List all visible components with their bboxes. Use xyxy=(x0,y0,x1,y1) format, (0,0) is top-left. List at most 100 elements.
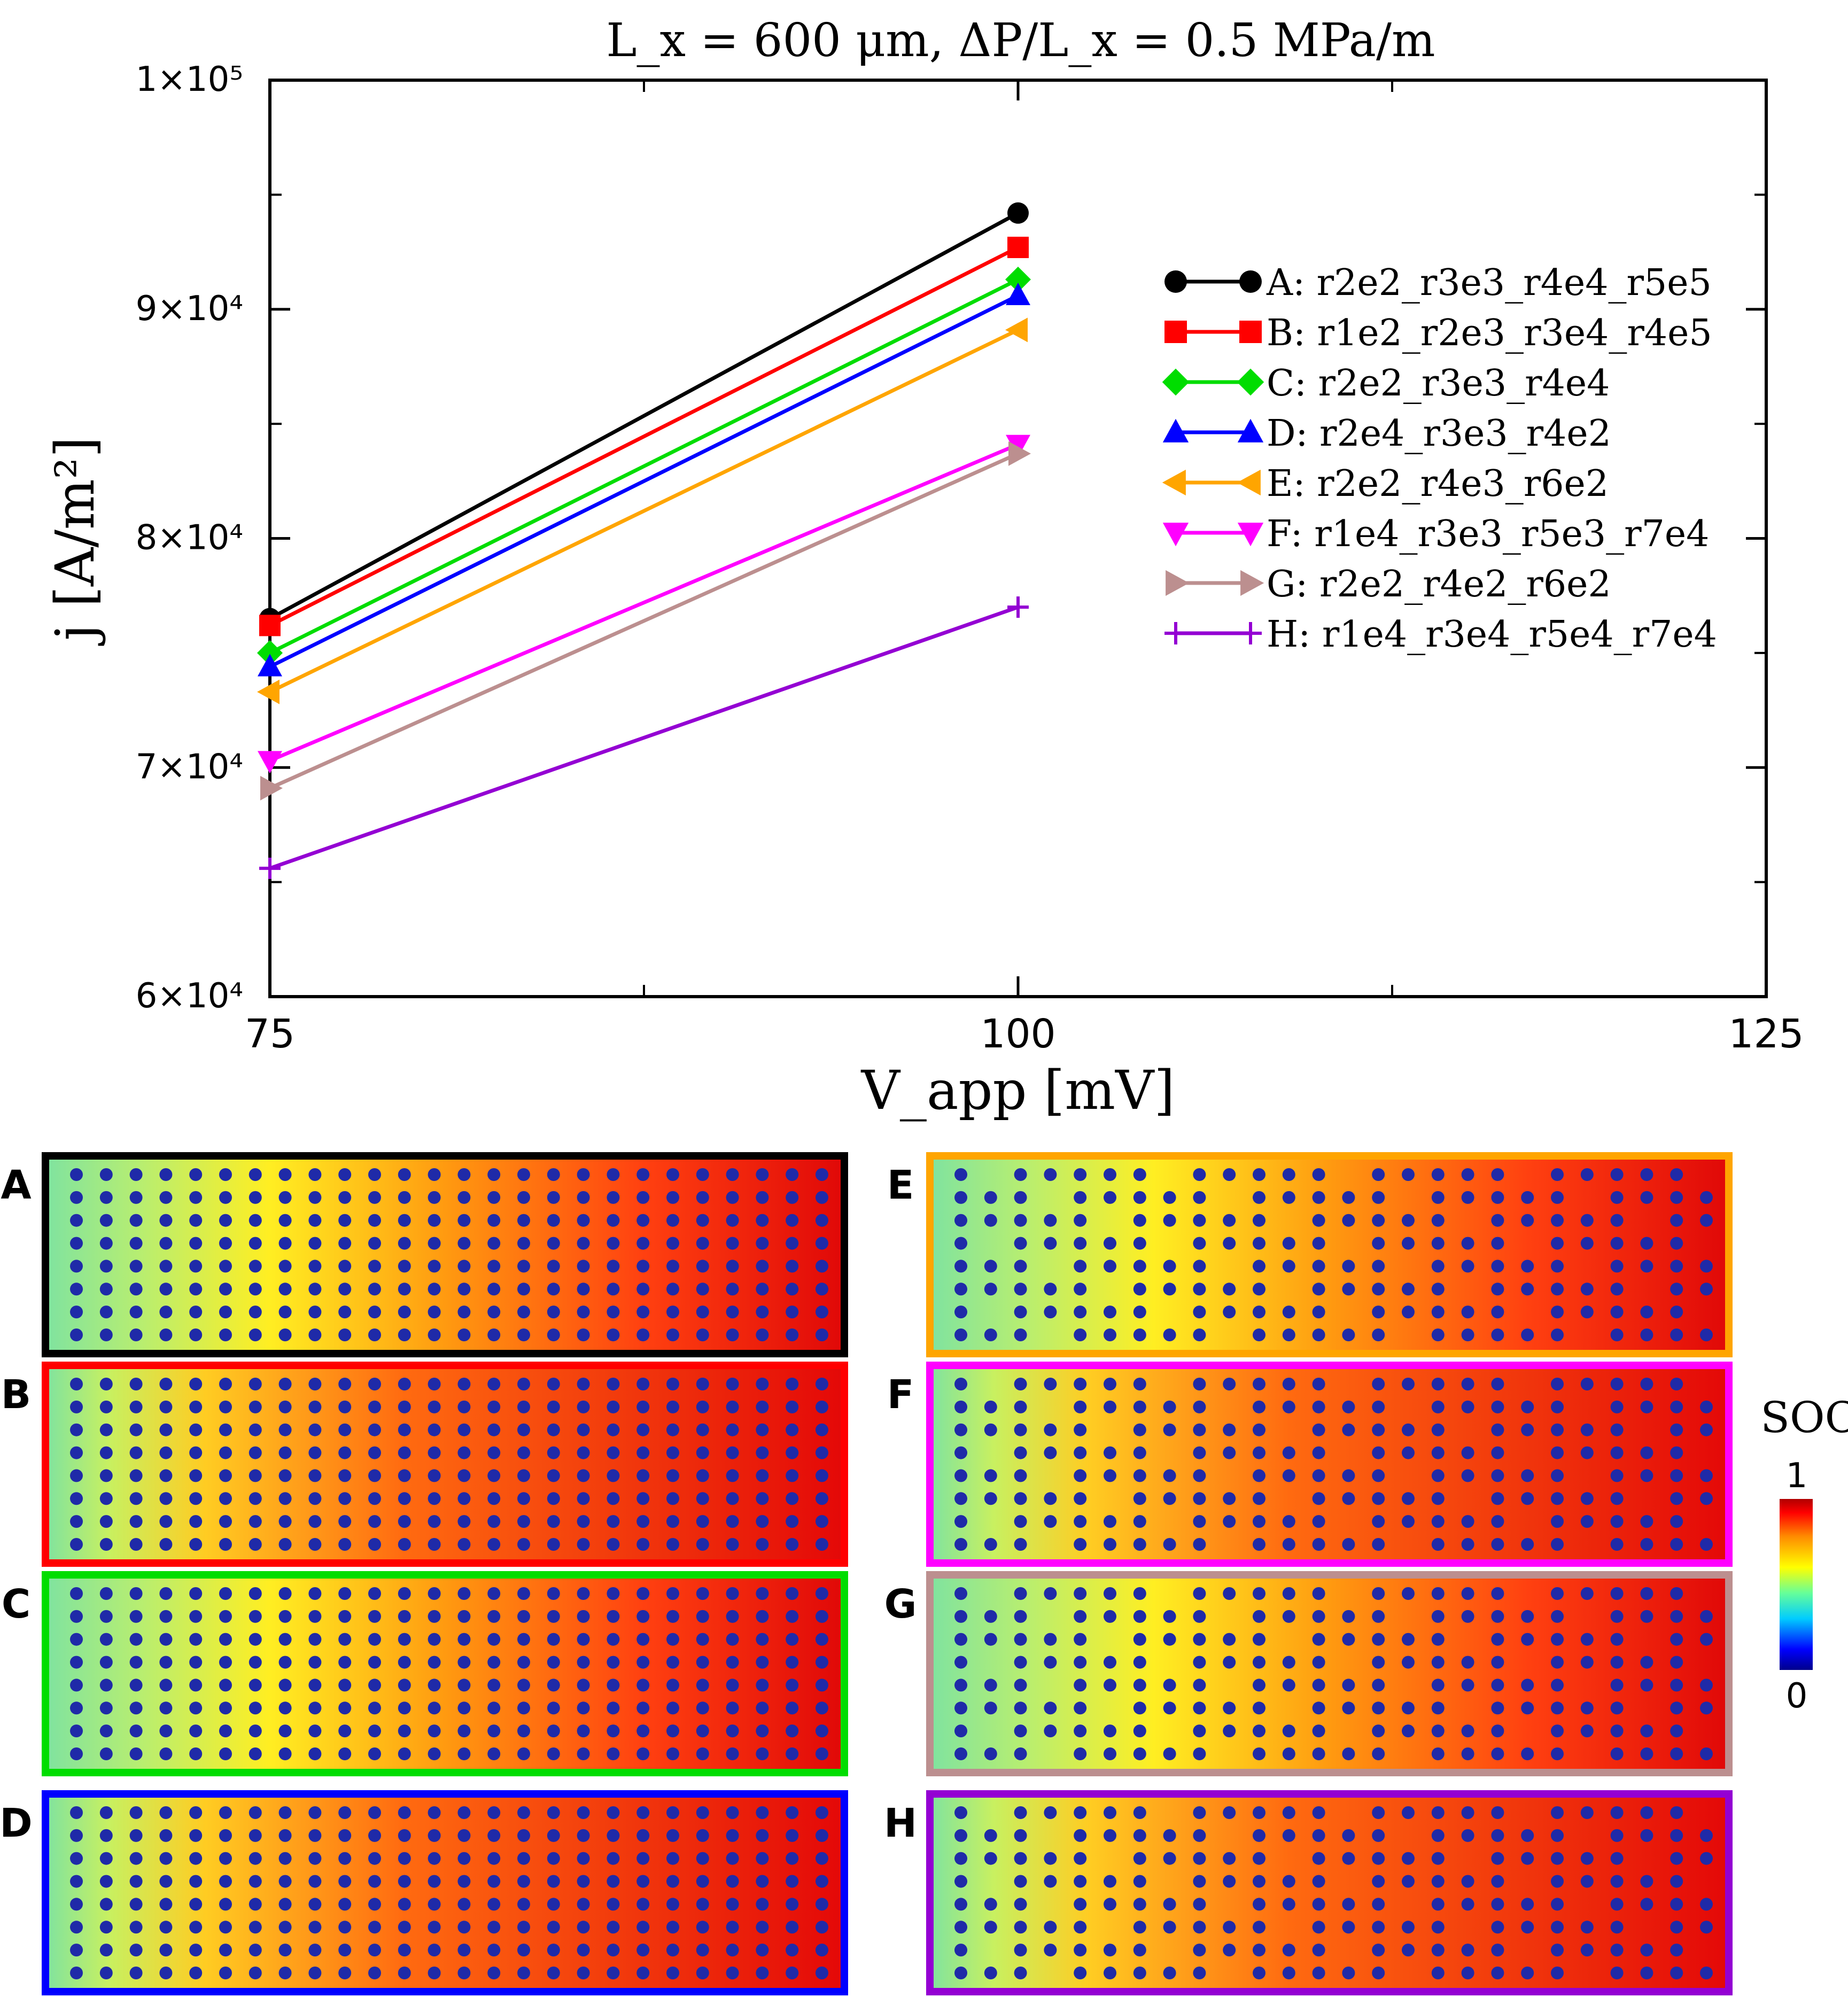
electrode-fiber xyxy=(636,1168,650,1181)
electrode-fiber xyxy=(249,1378,262,1390)
electrode-fiber xyxy=(129,1492,143,1505)
electrode-fiber xyxy=(666,1400,679,1413)
electrode-fiber xyxy=(99,1446,113,1459)
electrode-fiber xyxy=(1670,1967,1683,1979)
series-line xyxy=(269,452,1019,790)
electrode-fiber xyxy=(816,1168,828,1181)
electrode-fiber xyxy=(219,1747,232,1760)
electrode-fiber xyxy=(1610,1944,1624,1957)
electrode-fiber xyxy=(984,1538,997,1551)
electrode-fiber xyxy=(1670,1283,1683,1296)
electrode-fiber xyxy=(517,1656,530,1669)
electrode-fiber xyxy=(129,1829,143,1842)
electrode-fiber xyxy=(547,1944,560,1957)
electrode-fiber xyxy=(99,1701,113,1715)
electrode-fiber xyxy=(1431,1679,1445,1692)
electrode-fiber xyxy=(308,1469,322,1482)
electrode-fiber xyxy=(1014,1214,1027,1227)
electrode-fiber xyxy=(1104,1328,1116,1341)
electrode-fiber xyxy=(1253,1921,1265,1934)
electrode-fiber xyxy=(1074,1587,1087,1600)
electrode-fiber xyxy=(666,1921,679,1934)
panel-label: F xyxy=(887,1372,914,1418)
electrode-fiber xyxy=(1044,1806,1057,1819)
electrode-fiber xyxy=(1610,1656,1624,1669)
electrode-fiber xyxy=(1133,1168,1146,1181)
electrode-fiber xyxy=(1193,1633,1206,1646)
electrode-fiber xyxy=(1104,1679,1116,1692)
electrode-fiber xyxy=(278,1214,292,1227)
electrode-fiber xyxy=(954,1214,967,1227)
electrode-fiber xyxy=(666,1633,679,1646)
electrode-fiber xyxy=(1074,1214,1087,1227)
electrode-fiber xyxy=(816,1492,828,1505)
electrode-fiber xyxy=(368,1724,381,1738)
electrode-fiber xyxy=(70,1587,83,1600)
electrode-fiber xyxy=(984,1492,997,1505)
electrode-fiber xyxy=(666,1492,679,1505)
electrode-fiber xyxy=(1670,1492,1683,1505)
electrode-fiber xyxy=(1342,1328,1355,1341)
electrode-fiber xyxy=(954,1515,967,1528)
electrode-fiber xyxy=(70,1898,83,1911)
electrode-fiber xyxy=(1610,1378,1624,1390)
electrode-fiber xyxy=(1133,1656,1146,1669)
electrode-fiber xyxy=(1074,1679,1087,1692)
electrode-fiber xyxy=(517,1679,530,1692)
electrode-fiber xyxy=(1133,1679,1146,1692)
electrode-fiber xyxy=(666,1656,679,1669)
electrode-fiber xyxy=(1431,1587,1445,1600)
electrode-fiber xyxy=(1074,1260,1087,1273)
electrode-fiber xyxy=(547,1469,560,1482)
electrode-fiber xyxy=(756,1898,769,1911)
electrode-fiber xyxy=(1223,1944,1236,1957)
electrode-fiber xyxy=(1551,1423,1564,1436)
electrode-fiber xyxy=(517,1168,530,1181)
electrode-fiber xyxy=(756,1191,769,1204)
electrode-fiber xyxy=(1193,1724,1206,1738)
panel-border xyxy=(926,1571,1733,1776)
electrode-fiber xyxy=(1133,1378,1146,1390)
electrode-fiber xyxy=(129,1306,143,1319)
electrode-fiber xyxy=(954,1191,967,1204)
electrode-fiber xyxy=(219,1587,232,1600)
electrode-fiber xyxy=(1610,1610,1624,1623)
data-point-marker xyxy=(1166,570,1190,596)
electrode-fiber xyxy=(1253,1967,1265,1979)
electrode-fiber xyxy=(816,1701,828,1715)
electrode-fiber xyxy=(984,1747,997,1760)
electrode-fiber xyxy=(1312,1306,1325,1319)
soc-field xyxy=(930,1794,1729,1992)
electrode-fiber xyxy=(1193,1515,1206,1528)
electrode-fiber xyxy=(99,1724,113,1738)
data-point-marker xyxy=(260,775,283,801)
electrode-fiber xyxy=(1461,1378,1474,1390)
data-point-marker xyxy=(1007,202,1029,224)
electrode-fiber xyxy=(368,1829,381,1842)
electrode-fiber xyxy=(1521,1328,1534,1341)
electrode-fiber xyxy=(487,1191,501,1204)
electrode-fiber xyxy=(1223,1587,1236,1600)
electrode-fiber xyxy=(1551,1538,1564,1551)
electrode-fiber xyxy=(1640,1898,1653,1911)
electrode-fiber xyxy=(786,1306,799,1319)
electrode-fiber xyxy=(1044,1852,1057,1865)
electrode-fiber xyxy=(1133,1446,1146,1459)
electrode-fiber xyxy=(1670,1633,1683,1646)
electrode-fiber xyxy=(428,1283,441,1296)
electrode-fiber xyxy=(984,1852,997,1865)
electrode-fiber xyxy=(487,1492,501,1505)
electrode-fiber xyxy=(70,1400,83,1413)
electrode-fiber xyxy=(189,1400,203,1413)
electrode-fiber xyxy=(1580,1633,1594,1646)
electrode-fiber xyxy=(398,1423,411,1436)
electrode-fiber xyxy=(249,1656,262,1669)
data-point-marker xyxy=(1164,270,1187,293)
electrode-fiber xyxy=(1104,1967,1116,1979)
electrode-fiber xyxy=(1372,1168,1385,1181)
electrode-fiber xyxy=(1133,1701,1146,1715)
electrode-fiber xyxy=(398,1898,411,1911)
electrode-fiber xyxy=(1282,1656,1295,1669)
electrode-fiber xyxy=(1044,1237,1057,1250)
electrode-fiber xyxy=(726,1701,739,1715)
